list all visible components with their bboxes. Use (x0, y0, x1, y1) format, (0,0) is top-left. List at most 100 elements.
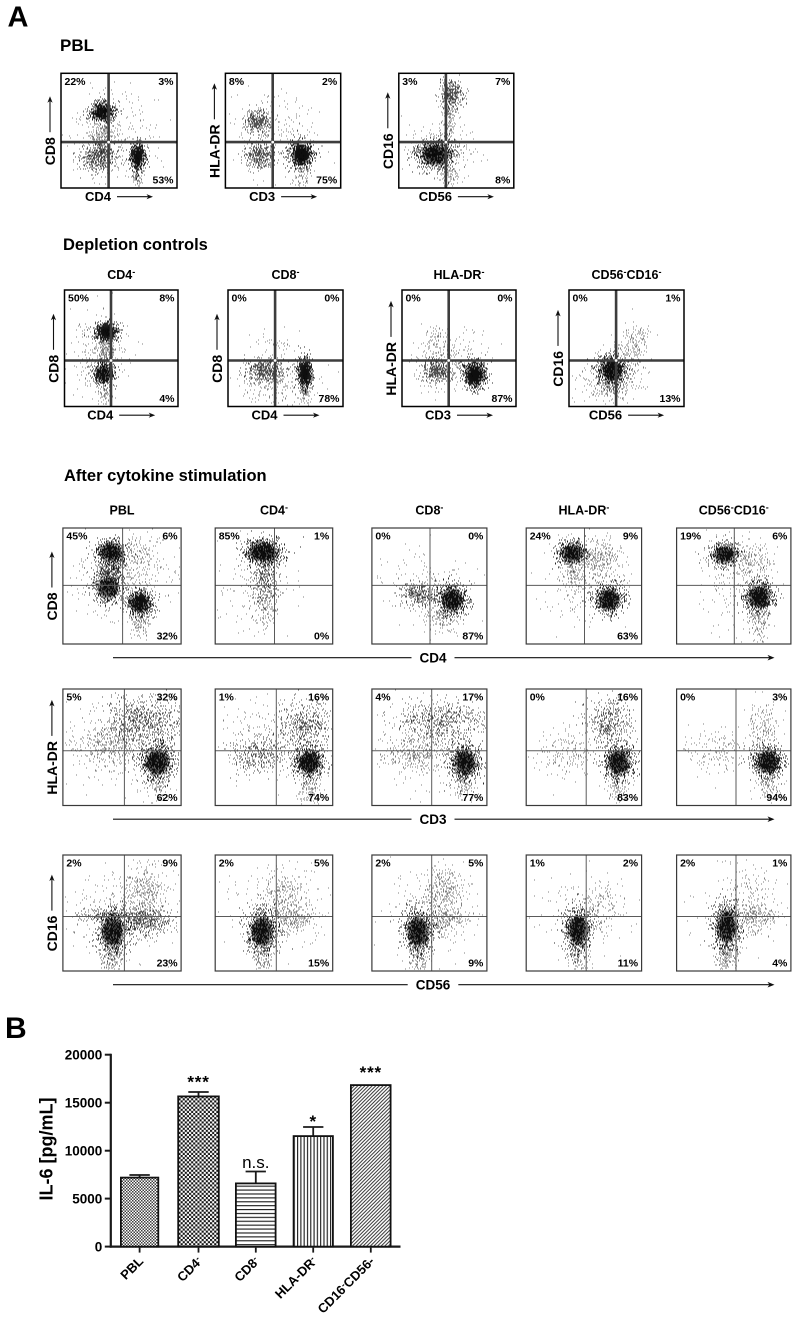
svg-text:PBL: PBL (110, 504, 135, 518)
svg-text:HLA-DR-​: HLA-DR-​ (434, 267, 485, 282)
svg-text:2%: 2% (322, 76, 338, 88)
svg-text:62%: 62% (157, 792, 179, 804)
svg-text:CD3: CD3 (419, 812, 446, 827)
svg-text:0%: 0% (232, 293, 248, 305)
svg-text:CD56: CD56 (589, 408, 622, 423)
svg-text:45%: 45% (66, 531, 88, 543)
svg-text:CD8: CD8 (209, 355, 225, 383)
svg-text:23%: 23% (157, 958, 179, 970)
svg-text:3%: 3% (772, 692, 788, 704)
svg-text:1%: 1% (530, 858, 546, 870)
svg-text:6%: 6% (162, 531, 178, 543)
svg-text:CD56: CD56 (419, 189, 452, 204)
svg-text:CD3: CD3 (425, 408, 451, 423)
svg-text:3%: 3% (402, 76, 418, 88)
svg-text:3%: 3% (158, 76, 174, 88)
svg-text:CD8-​: CD8-​ (271, 267, 299, 282)
svg-text:CD8: CD8 (46, 355, 62, 383)
svg-text:4%: 4% (159, 393, 175, 405)
svg-text:2%: 2% (375, 858, 391, 870)
svg-text:8%: 8% (159, 293, 175, 305)
svg-text:2%: 2% (680, 858, 696, 870)
svg-text:1%: 1% (772, 858, 788, 870)
svg-text:0%: 0% (530, 692, 546, 704)
svg-text:1%: 1% (219, 692, 235, 704)
svg-text:17%: 17% (462, 692, 484, 704)
svg-text:HLA-DR-​: HLA-DR-​ (558, 503, 609, 518)
svg-text:0%: 0% (406, 293, 422, 305)
svg-text:4%: 4% (375, 692, 391, 704)
svg-text:CD56-​CD16-​: CD56-​CD16-​ (699, 503, 769, 518)
svg-text:7%: 7% (495, 76, 511, 88)
svg-text:CD8-​: CD8-​ (415, 503, 443, 518)
svg-text:PBL: PBL (60, 36, 94, 55)
svg-text:0%: 0% (680, 692, 696, 704)
svg-text:CD56-​CD16-​: CD56-​CD16-​ (592, 267, 662, 282)
svg-text:11%: 11% (618, 958, 639, 970)
svg-text:CD56: CD56 (416, 977, 451, 992)
svg-text:9%: 9% (162, 858, 178, 870)
svg-text:24%: 24% (530, 531, 552, 543)
svg-text:19%: 19% (680, 531, 702, 543)
svg-text:5%: 5% (66, 692, 82, 704)
svg-text:0%: 0% (314, 631, 330, 643)
svg-text:78%: 78% (318, 393, 340, 405)
svg-text:CD4: CD4 (419, 650, 446, 665)
svg-text:85%: 85% (219, 531, 241, 543)
svg-text:87%: 87% (491, 393, 513, 405)
svg-text:13%: 13% (659, 393, 681, 405)
svg-text:n.s.: n.s. (242, 1153, 269, 1172)
svg-text:16%: 16% (308, 692, 330, 704)
svg-text:74%: 74% (308, 792, 330, 804)
svg-text:0%: 0% (324, 293, 340, 305)
svg-text:CD8: CD8 (44, 592, 60, 620)
svg-text:5000: 5000 (72, 1191, 102, 1206)
svg-text:HLA-DR: HLA-DR (383, 342, 399, 396)
svg-text:2%: 2% (219, 858, 235, 870)
svg-text:77%: 77% (462, 792, 484, 804)
svg-text:Depletion controls: Depletion controls (63, 236, 208, 254)
svg-text:IL-6 [pg/mL]: IL-6 [pg/mL] (37, 1098, 57, 1201)
svg-text:20000: 20000 (65, 1048, 103, 1063)
svg-text:0%: 0% (468, 531, 484, 543)
svg-text:94%: 94% (766, 792, 788, 804)
svg-text:87%: 87% (462, 631, 484, 643)
svg-text:***: *** (187, 1073, 209, 1092)
svg-text:10000: 10000 (65, 1144, 103, 1159)
svg-text:*: * (309, 1112, 316, 1131)
svg-text:63%: 63% (617, 631, 639, 643)
svg-text:4%: 4% (772, 958, 788, 970)
svg-text:CD16: CD16 (550, 351, 566, 387)
svg-text:1%: 1% (665, 293, 681, 305)
svg-text:16%: 16% (617, 692, 639, 704)
svg-text:5%: 5% (468, 858, 484, 870)
svg-text:After cytokine stimulation: After cytokine stimulation (64, 467, 267, 485)
svg-text:CD4: CD4 (252, 408, 279, 423)
svg-text:CD4: CD4 (85, 189, 112, 204)
svg-text:8%: 8% (495, 175, 511, 187)
svg-text:HLA-DR: HLA-DR (206, 124, 222, 178)
svg-text:53%: 53% (152, 175, 174, 187)
svg-text:6%: 6% (772, 531, 788, 543)
svg-text:CD4-​: CD4-​ (260, 503, 288, 518)
svg-text:CD3: CD3 (249, 189, 275, 204)
svg-text:0: 0 (95, 1239, 103, 1254)
svg-text:B: B (5, 1012, 27, 1045)
svg-text:8%: 8% (229, 76, 245, 88)
svg-text:50%: 50% (68, 293, 90, 305)
svg-text:15000: 15000 (65, 1096, 103, 1111)
svg-text:0%: 0% (375, 531, 391, 543)
svg-text:***: *** (360, 1063, 382, 1082)
svg-text:83%: 83% (617, 792, 639, 804)
svg-text:1%: 1% (314, 531, 330, 543)
svg-text:0%: 0% (573, 293, 589, 305)
svg-text:0%: 0% (497, 293, 513, 305)
svg-text:CD4-​: CD4-​ (107, 267, 135, 282)
svg-text:CD8: CD8 (42, 137, 58, 165)
svg-text:CD4: CD4 (87, 408, 114, 423)
svg-text:A: A (8, 2, 29, 34)
svg-text:CD16: CD16 (44, 915, 60, 951)
svg-text:CD16: CD16 (380, 133, 396, 169)
svg-text:9%: 9% (623, 531, 639, 543)
svg-text:2%: 2% (623, 858, 639, 870)
